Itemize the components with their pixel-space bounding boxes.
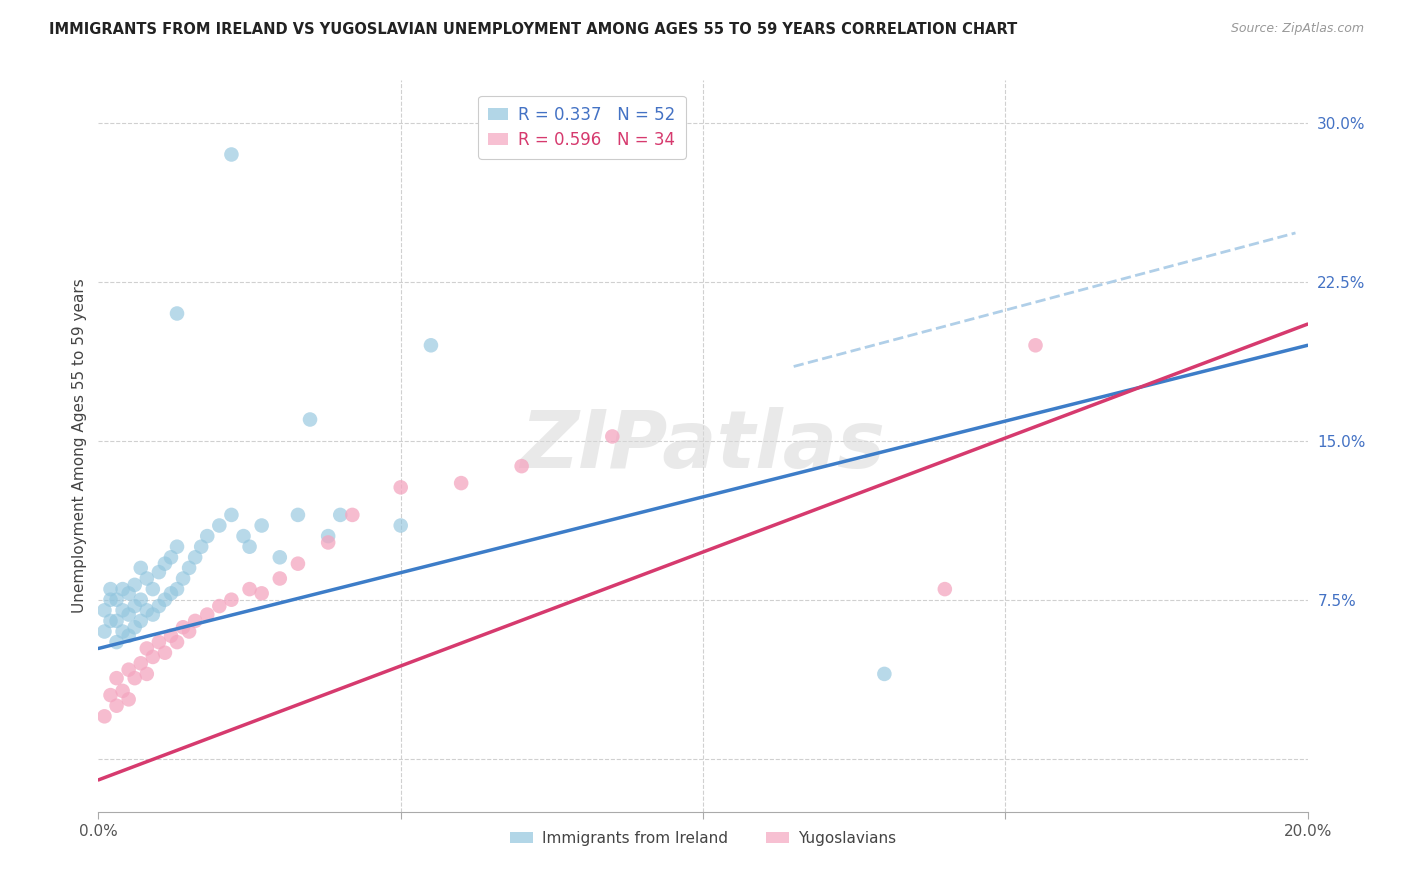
Point <box>287 508 309 522</box>
Point <box>153 592 176 607</box>
Point <box>195 529 218 543</box>
Point <box>153 557 176 571</box>
Point <box>129 561 152 575</box>
Point <box>160 586 183 600</box>
Point <box>1024 338 1046 352</box>
Point <box>118 607 141 622</box>
Point <box>221 147 243 161</box>
Point <box>184 550 207 565</box>
Point <box>172 572 194 586</box>
Point <box>208 599 231 613</box>
Point <box>135 572 157 586</box>
Point <box>129 614 152 628</box>
Point <box>124 578 146 592</box>
Point <box>269 572 291 586</box>
Point <box>105 592 128 607</box>
Legend: Immigrants from Ireland, Yugoslavians: Immigrants from Ireland, Yugoslavians <box>503 824 903 852</box>
Point <box>118 692 141 706</box>
Point <box>129 657 152 671</box>
Point <box>602 429 624 443</box>
Point <box>873 667 896 681</box>
Point <box>269 550 291 565</box>
Point <box>166 306 188 320</box>
Point <box>172 620 194 634</box>
Point <box>160 550 183 565</box>
Point <box>299 412 322 426</box>
Point <box>934 582 956 596</box>
Point <box>124 671 146 685</box>
Point <box>100 688 122 702</box>
Point <box>93 603 115 617</box>
Point <box>184 614 207 628</box>
Point <box>111 582 134 596</box>
Point <box>239 582 262 596</box>
Point <box>111 684 134 698</box>
Point <box>105 671 128 685</box>
Point <box>179 624 201 639</box>
Point <box>142 582 165 596</box>
Point <box>148 565 170 579</box>
Point <box>250 586 273 600</box>
Point <box>190 540 212 554</box>
Point <box>316 529 339 543</box>
Point <box>166 540 188 554</box>
Point <box>93 709 115 723</box>
Point <box>450 476 472 491</box>
Point <box>316 535 339 549</box>
Point <box>148 635 170 649</box>
Point <box>93 624 115 639</box>
Point <box>111 603 134 617</box>
Point <box>389 518 412 533</box>
Point <box>166 582 188 596</box>
Y-axis label: Unemployment Among Ages 55 to 59 years: Unemployment Among Ages 55 to 59 years <box>72 278 87 614</box>
Point <box>208 518 231 533</box>
Point <box>100 614 122 628</box>
Point <box>105 614 128 628</box>
Text: Source: ZipAtlas.com: Source: ZipAtlas.com <box>1230 22 1364 36</box>
Point <box>420 338 443 352</box>
Point <box>179 561 201 575</box>
Point <box>329 508 352 522</box>
Point <box>221 508 243 522</box>
Point <box>239 540 262 554</box>
Point <box>135 641 157 656</box>
Point <box>166 635 188 649</box>
Point <box>232 529 254 543</box>
Point <box>100 582 122 596</box>
Point <box>118 586 141 600</box>
Point <box>510 459 533 474</box>
Point <box>148 599 170 613</box>
Text: IMMIGRANTS FROM IRELAND VS YUGOSLAVIAN UNEMPLOYMENT AMONG AGES 55 TO 59 YEARS CO: IMMIGRANTS FROM IRELAND VS YUGOSLAVIAN U… <box>49 22 1018 37</box>
Point <box>100 592 122 607</box>
Point <box>195 607 218 622</box>
Point <box>389 480 412 494</box>
Point <box>124 620 146 634</box>
Point <box>118 629 141 643</box>
Point <box>118 663 141 677</box>
Point <box>342 508 364 522</box>
Point <box>221 592 243 607</box>
Text: ZIPatlas: ZIPatlas <box>520 407 886 485</box>
Point <box>250 518 273 533</box>
Point <box>142 607 165 622</box>
Point <box>105 698 128 713</box>
Point <box>124 599 146 613</box>
Point <box>153 646 176 660</box>
Point <box>135 603 157 617</box>
Point <box>105 635 128 649</box>
Point <box>287 557 309 571</box>
Point <box>129 592 152 607</box>
Point <box>142 649 165 664</box>
Point <box>160 629 183 643</box>
Point <box>135 667 157 681</box>
Point <box>111 624 134 639</box>
